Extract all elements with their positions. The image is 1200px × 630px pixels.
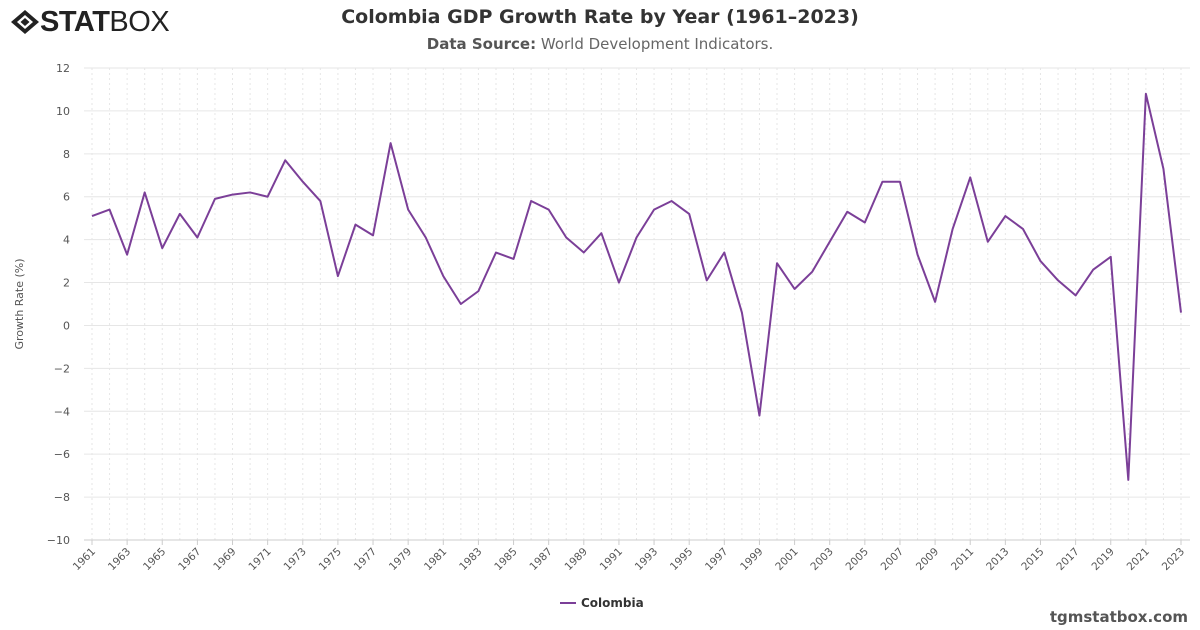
x-tick-label: 2005	[844, 546, 871, 573]
y-tick-label: 12	[56, 62, 70, 75]
y-tick-label: −10	[47, 534, 70, 547]
x-tick-label: 2011	[949, 546, 976, 573]
chart-title: Colombia GDP Growth Rate by Year (1961–2…	[341, 6, 859, 28]
watermark: tgmstatbox.com	[1049, 608, 1188, 626]
x-tick-label: 1973	[282, 546, 309, 573]
statbox-logo[interactable]: STATBOX	[10, 5, 170, 38]
x-tick-label: 1985	[492, 546, 519, 573]
y-tick-label: 8	[63, 148, 70, 161]
y-tick-label: −2	[54, 362, 70, 375]
y-axis-label: Growth Rate (%)	[13, 258, 26, 349]
y-tick-label: 6	[63, 191, 70, 204]
x-tick-label: 1993	[633, 546, 660, 573]
y-tick-label: 0	[63, 319, 70, 332]
series-line-colombia	[91, 92, 1182, 481]
legend-item-colombia[interactable]: Colombia	[581, 596, 644, 610]
y-tick-label: 10	[56, 105, 70, 118]
x-tick-label: 2017	[1054, 546, 1081, 573]
logo-text: STATBOX	[40, 5, 170, 38]
y-tick-label: −8	[54, 491, 70, 504]
x-tick-label: 1971	[246, 546, 273, 573]
x-tick-label: 2003	[808, 546, 835, 573]
x-tick-label: 2001	[773, 546, 800, 573]
x-tick-label: 1983	[457, 546, 484, 573]
x-tick-label: 2015	[1019, 546, 1046, 573]
x-tick-label: 1961	[71, 546, 98, 573]
x-tick-label: 2019	[1089, 546, 1116, 573]
x-tick-label: 1999	[738, 546, 765, 573]
x-tick-label: 1987	[527, 546, 554, 573]
x-tick-label: 1989	[563, 546, 590, 573]
x-tick-label: 1991	[598, 546, 625, 573]
x-tick-label: 2009	[914, 546, 941, 573]
x-tick-label: 1981	[422, 546, 449, 573]
x-tick-label: 1997	[703, 546, 730, 573]
diamond-logo-icon	[11, 10, 39, 34]
y-tick-label: 2	[63, 277, 70, 290]
chart-subtitle: Data Source: World Development Indicator…	[426, 35, 774, 53]
x-tick-label: 1967	[176, 546, 203, 573]
x-tick-label: 1965	[141, 546, 168, 573]
x-tick-label: 1963	[106, 546, 133, 573]
x-tick-label: 2007	[879, 546, 906, 573]
y-tick-label: −4	[54, 405, 70, 418]
y-tick-label: −6	[54, 448, 70, 461]
x-tick-label: 1969	[211, 546, 238, 573]
x-tick-label: 2013	[984, 546, 1011, 573]
x-tick-label: 1975	[317, 546, 344, 573]
x-tick-label: 2023	[1160, 546, 1187, 573]
x-tick-label: 1979	[387, 546, 414, 573]
x-tick-label: 1995	[668, 546, 695, 573]
x-tick-label: 2021	[1125, 546, 1152, 573]
x-tick-label: 1977	[352, 546, 379, 573]
y-tick-label: 4	[63, 234, 70, 247]
